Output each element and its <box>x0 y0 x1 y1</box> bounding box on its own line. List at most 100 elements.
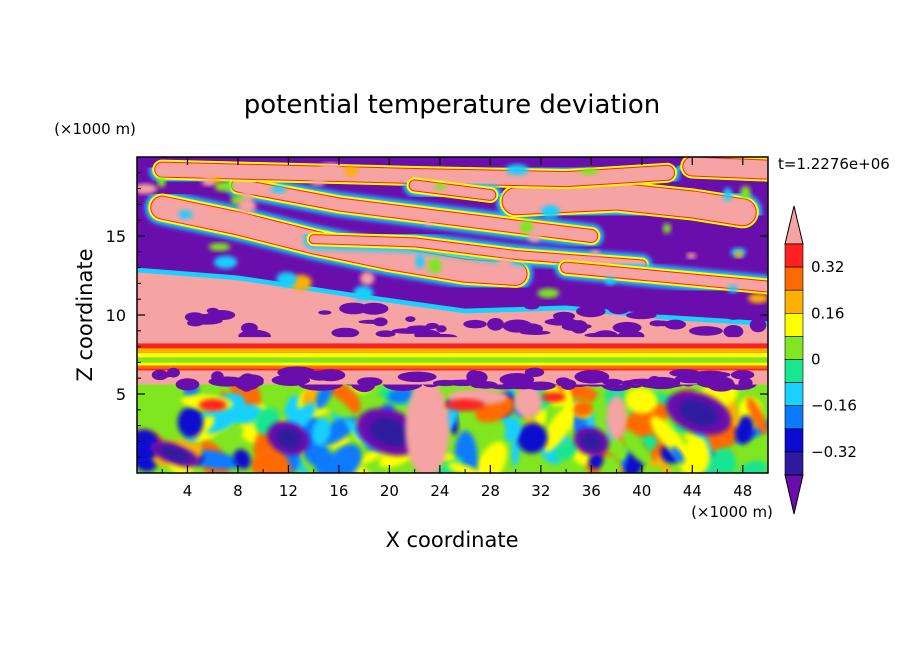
x-tick-label: 8 <box>233 482 243 500</box>
upper-cold-cell <box>487 317 505 331</box>
upper-cell <box>360 271 375 286</box>
warm-streak <box>561 262 768 292</box>
mixed-layer-eddy <box>262 382 288 412</box>
upper-cell <box>496 258 513 269</box>
x-tick-label: 44 <box>683 482 702 500</box>
mixed-layer-eddy <box>735 415 754 445</box>
x-tick-label: 12 <box>279 482 298 500</box>
colorbar-segment <box>784 266 804 291</box>
ridge-cell <box>271 374 311 386</box>
mixed-layer-eddy <box>555 441 578 461</box>
chart-title: potential temperature deviation <box>244 90 660 120</box>
mixed-layer-eddy <box>670 446 685 464</box>
upper-cold-cell <box>339 302 368 315</box>
upper-cell <box>505 164 529 175</box>
upper-cell <box>590 250 601 257</box>
mixed-layer-eddy <box>619 403 669 440</box>
upper-cell <box>201 177 215 187</box>
upper-cold-cell <box>649 320 666 327</box>
colorbar-extend-bottom <box>784 474 804 515</box>
colorbar-tick-label: −0.16 <box>811 397 857 415</box>
mixed-layer-eddy <box>746 396 768 435</box>
vortex-core <box>580 432 602 451</box>
upper-cold-cell <box>318 310 332 315</box>
upper-cell <box>734 250 743 258</box>
x-tick-label: 48 <box>733 482 752 500</box>
upper-cold-cell <box>581 324 592 329</box>
y-tick-label: 5 <box>116 385 126 404</box>
upper-cell <box>214 181 235 192</box>
colorbar-tick-label: −0.32 <box>811 443 857 461</box>
mixed-layer-eddy <box>620 429 652 465</box>
warm-plume <box>514 385 543 418</box>
x-tick-label: 32 <box>531 482 550 500</box>
upper-cold-cell <box>519 323 543 335</box>
upper-cold-cell <box>359 302 389 315</box>
y-tick-label: 15 <box>106 227 126 246</box>
stable-band-line <box>137 368 768 371</box>
upper-cell <box>310 177 326 186</box>
colorbar-segment <box>784 289 804 314</box>
mixed-layer-eddy <box>738 460 768 473</box>
ridge-cell <box>574 370 610 384</box>
upper-cell <box>520 220 534 235</box>
stable-band <box>137 343 768 349</box>
warm-streak <box>683 157 768 179</box>
warm-core <box>445 399 486 412</box>
upper-cold-cell <box>647 303 675 315</box>
x-tick-label: 20 <box>380 482 399 500</box>
upper-cold-cell <box>552 311 576 321</box>
upper-cell <box>424 214 433 226</box>
stable-band <box>137 362 768 366</box>
ridge-cell <box>397 371 437 383</box>
upper-cell <box>353 285 374 301</box>
colorbar-segment <box>784 451 804 476</box>
vortex-core <box>369 417 410 447</box>
mixed-layer-eddy <box>137 429 160 462</box>
colorbar-segment <box>784 312 804 337</box>
x-axis-label: X coordinate <box>385 528 518 552</box>
ridge-cell <box>643 376 681 390</box>
upper-cold-cell <box>206 309 236 321</box>
stable-band <box>137 348 768 353</box>
mixed-layer-eddy <box>679 439 710 473</box>
ridge-cell <box>175 378 200 391</box>
colorbar-tick-label: 0 <box>811 351 821 369</box>
upper-cold-cell <box>664 319 686 330</box>
upper-warm-band <box>137 272 768 339</box>
x-tick-label: 16 <box>329 482 348 500</box>
colorbar: 0.32 0.16 0 −0.16 −0.32 <box>784 205 857 515</box>
ridge-cell <box>525 381 556 391</box>
upper-cold-cell <box>405 316 416 322</box>
upper-cold-cell <box>688 326 723 336</box>
ridge-cell <box>730 370 755 380</box>
mixed-layer-eddy <box>704 448 737 473</box>
x-tick-label: 4 <box>183 482 193 500</box>
stable-band <box>137 365 768 371</box>
upper-band-floor <box>137 337 768 344</box>
colorbar-tick-label: 0.32 <box>811 258 844 276</box>
upper-cell <box>344 166 358 177</box>
upper-cold-cell <box>749 318 767 333</box>
mixed-layer-eddy <box>312 417 331 446</box>
upper-cell <box>276 271 297 287</box>
warm-core <box>198 399 227 412</box>
upper-cell <box>537 288 560 298</box>
stable-band <box>137 357 768 363</box>
mixed-layer-eddy <box>447 462 482 473</box>
x-tick-label: 36 <box>582 482 601 500</box>
mixed-layer-eddy <box>625 387 658 414</box>
upper-cell <box>579 167 599 176</box>
mixed-layer-eddy <box>517 423 548 454</box>
colorbar-segment <box>784 243 804 268</box>
x-tick-label: 24 <box>430 482 449 500</box>
warm-streak <box>502 183 756 226</box>
ridge-cell <box>524 367 545 378</box>
upper-cold-cell <box>625 311 657 320</box>
upper-cell <box>540 205 560 219</box>
upper-cell <box>137 183 157 194</box>
upper-cell <box>727 285 739 293</box>
ridge-cell <box>692 370 728 380</box>
colorbar-segment <box>784 382 804 407</box>
upper-cold-cell <box>723 325 744 338</box>
